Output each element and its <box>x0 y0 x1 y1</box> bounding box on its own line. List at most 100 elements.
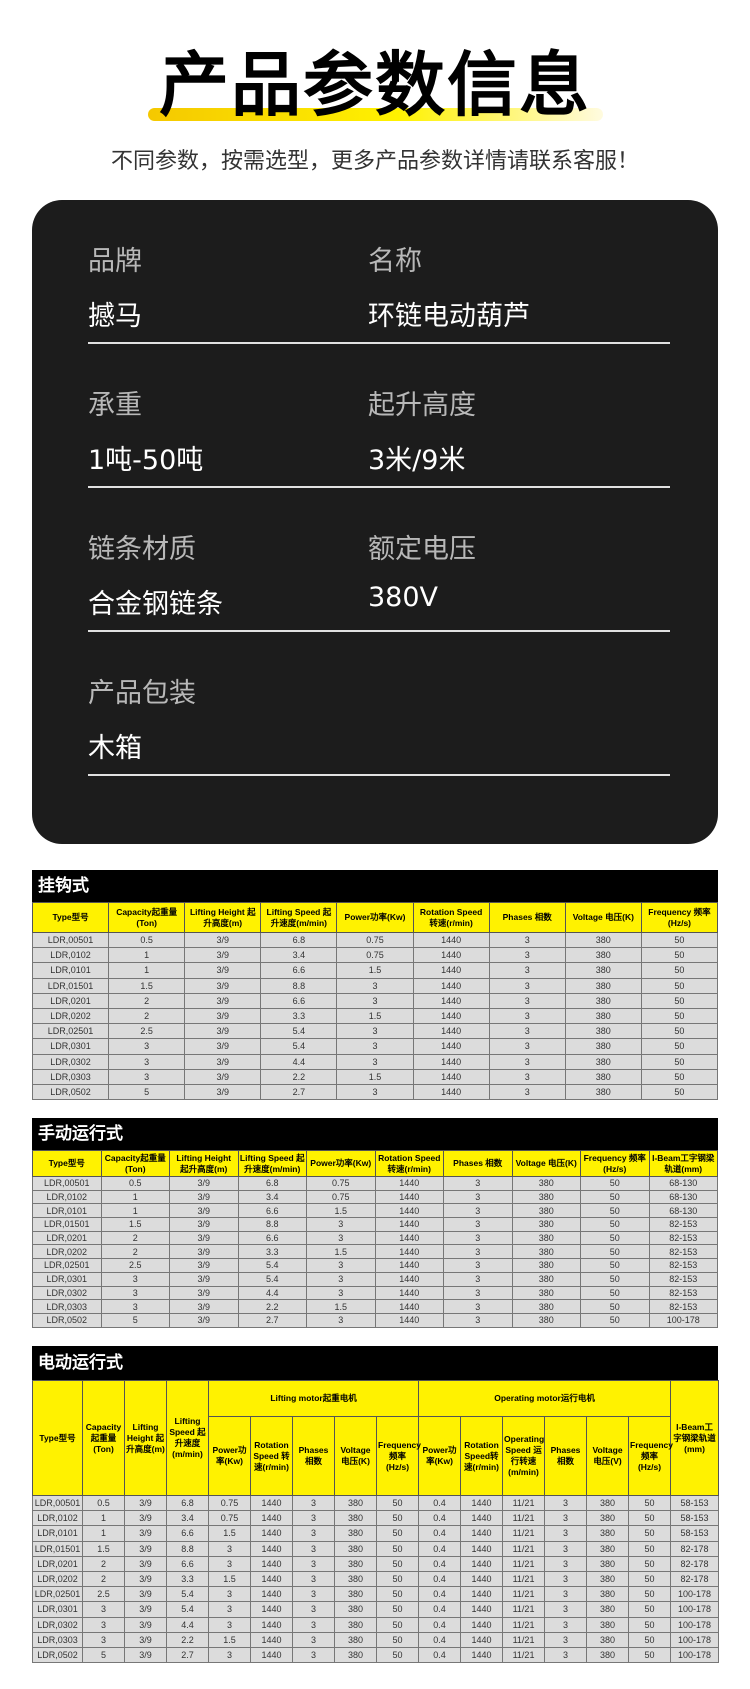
column-header: Type型号 <box>31 902 110 933</box>
table-row: LDR,00501 0.5 3/9 6.8 0.75 1440 3 380 50 0.4 1440 1… <box>32 1494 720 1512</box>
table-row: LDR,01501 1.5 3/9 8.8 3 1440 3 380 50 0.4 1440 11/2… <box>32 1540 720 1557</box>
table-row: LDR,00501 0.5 3/9 6.8 0.75 1440 3 380 50 <box>31 931 719 949</box>
table-cell: 50 <box>628 1525 672 1542</box>
table-cell: 3 <box>82 1601 125 1618</box>
table-cell: 50 <box>640 1068 719 1085</box>
table-cell: 50 <box>640 1007 719 1025</box>
table-cell: 380 <box>511 1203 581 1219</box>
table-cell: 3 <box>292 1555 335 1572</box>
table-row: LDR,02501 2.5 3/9 5.4 3 1440 3 380 50 82-153 <box>32 1258 718 1273</box>
table-cell: 3 <box>443 1244 513 1260</box>
table-cell: 8.8 <box>237 1217 307 1232</box>
table-cell: 3/9 <box>184 947 262 964</box>
table-cell: 380 <box>511 1217 581 1232</box>
table-cell: 50 <box>580 1176 650 1191</box>
table-cell: 3 <box>292 1631 335 1648</box>
table-cell: 3/9 <box>184 931 262 949</box>
table-cell: 3 <box>292 1494 335 1512</box>
column-header: Rotation Speed 转速(r/min) <box>374 1150 444 1177</box>
table-cell: 380 <box>564 992 642 1009</box>
column-header: Power功率(Kw) <box>208 1416 251 1496</box>
table-cell: 1440 <box>412 977 490 994</box>
table-cell: 50 <box>640 1038 719 1055</box>
table-cell: 0.5 <box>82 1494 125 1512</box>
table-cell: 1440 <box>374 1299 444 1314</box>
table-row: LDR,0303 3 3/9 2.2 1.5 1440 3 380 50 <box>31 1068 719 1085</box>
table-cell: 50 <box>628 1601 672 1618</box>
table-cell: 3 <box>292 1570 335 1588</box>
table-cell: 3 <box>544 1586 588 1603</box>
column-header: Lifting Speed 起升速度(m/min) <box>166 1380 209 1496</box>
column-header: Phases 相数 <box>292 1416 335 1496</box>
table-cell: 3/9 <box>184 1083 262 1101</box>
table-cell: 50 <box>640 931 719 949</box>
table-cell: 380 <box>586 1646 630 1664</box>
table-cell: LDR,0301 <box>32 1601 83 1618</box>
table-cell: 6.6 <box>166 1525 209 1542</box>
table-cell: 1440 <box>460 1631 504 1648</box>
table-cell: 1.5 <box>306 1203 376 1219</box>
table-cell: 1440 <box>374 1312 444 1328</box>
spec-value: 木箱 <box>88 733 142 764</box>
table-cell: 50 <box>375 1616 420 1633</box>
spec-row: 品牌 撼马 名称 环链电动葫芦 <box>88 200 670 344</box>
table-cell: 3 <box>544 1616 588 1633</box>
table-cell: 1440 <box>460 1510 504 1527</box>
table-row: LDR,0302 3 3/9 4.4 3 1440 3 380 50 0.4 1440 11/21 3 3… <box>32 1616 720 1633</box>
table-row: LDR,0102 1 3/9 3.4 0.75 1440 3 380 50 0.4 1440 11/2… <box>32 1510 720 1527</box>
column-header: Lifting Speed 起升速度(m/min) <box>260 902 338 933</box>
table-cell: 380 <box>334 1555 377 1572</box>
table-cell: LDR,0201 <box>32 1555 83 1572</box>
table-cell: 3/9 <box>184 1053 262 1070</box>
table-cell: 58-153 <box>670 1525 720 1542</box>
table-cell: 1440 <box>250 1555 293 1572</box>
table-cell: 2.5 <box>108 1023 186 1040</box>
table-cell: 380 <box>564 1053 642 1070</box>
table-cell: 380 <box>586 1586 630 1603</box>
table-cell: 0.75 <box>208 1494 251 1512</box>
table-cell: 0.4 <box>418 1601 462 1618</box>
table-cell: 1440 <box>250 1601 293 1618</box>
table-cell: 50 <box>375 1540 420 1557</box>
table-cell: 380 <box>511 1299 581 1314</box>
table-cell: 2.5 <box>100 1258 170 1273</box>
table-cell: 3 <box>306 1285 376 1301</box>
table-cell: 50 <box>580 1189 650 1205</box>
table-cell: 3 <box>488 962 566 979</box>
table-cell: 3 <box>82 1616 125 1633</box>
table-cell: 0.4 <box>418 1616 462 1633</box>
table-cell: 3 <box>306 1271 376 1287</box>
table-cell: 3 <box>488 1068 566 1085</box>
table-electric-trolley: 电动运行式 Type型号 Capacity 起重量(Ton) Lifting Hei… <box>32 1346 720 1664</box>
table-cell: 3 <box>336 977 414 994</box>
table-cell: 3 <box>443 1189 513 1205</box>
table-cell: 380 <box>586 1540 630 1557</box>
table-manual-trolley: 手动运行式 Type型号 Capacity起重量(Ton) Lifting Heig… <box>32 1118 718 1328</box>
table-cell: 3 <box>488 1007 566 1025</box>
table-cell: LDR,00501 <box>32 1494 83 1512</box>
table-row: LDR,0303 3 3/9 2.2 1.5 1440 3 380 50 82-153 <box>32 1299 718 1314</box>
spec-table: Type型号 Capacity 起重量(Ton) Lifting Height 起升… <box>32 1380 720 1664</box>
column-header: Lifting Height 起升高度(m) <box>184 902 262 933</box>
table-row: LDR,0502 5 3/9 2.7 3 1440 3 380 50 <box>31 1083 719 1101</box>
table-cell: 50 <box>580 1285 650 1301</box>
table-cell: 5.4 <box>237 1271 307 1287</box>
table-cell: 50 <box>628 1586 672 1603</box>
table-title: 挂钩式 <box>32 870 718 902</box>
column-header: Frequency 频率(Hz/s) <box>640 902 719 933</box>
table-cell: 1440 <box>412 931 490 949</box>
table-cell: 3/9 <box>124 1570 167 1588</box>
table-cell: 1 <box>100 1189 170 1205</box>
column-header: Capacity起重量(Ton) <box>108 902 186 933</box>
table-cell: 3 <box>292 1510 335 1527</box>
table-cell: 3 <box>443 1312 513 1328</box>
table-cell: 380 <box>511 1312 581 1328</box>
table-cell: 3.4 <box>166 1510 209 1527</box>
spec-label: 承重 <box>88 390 142 421</box>
table-cell: 6.8 <box>237 1176 307 1191</box>
table-cell: LDR,00501 <box>32 1176 102 1191</box>
table-cell: LDR,0102 <box>32 1189 102 1205</box>
table-cell: 11/21 <box>502 1586 546 1603</box>
table-cell: 1440 <box>412 1053 490 1070</box>
table-cell: 3/9 <box>169 1285 239 1301</box>
